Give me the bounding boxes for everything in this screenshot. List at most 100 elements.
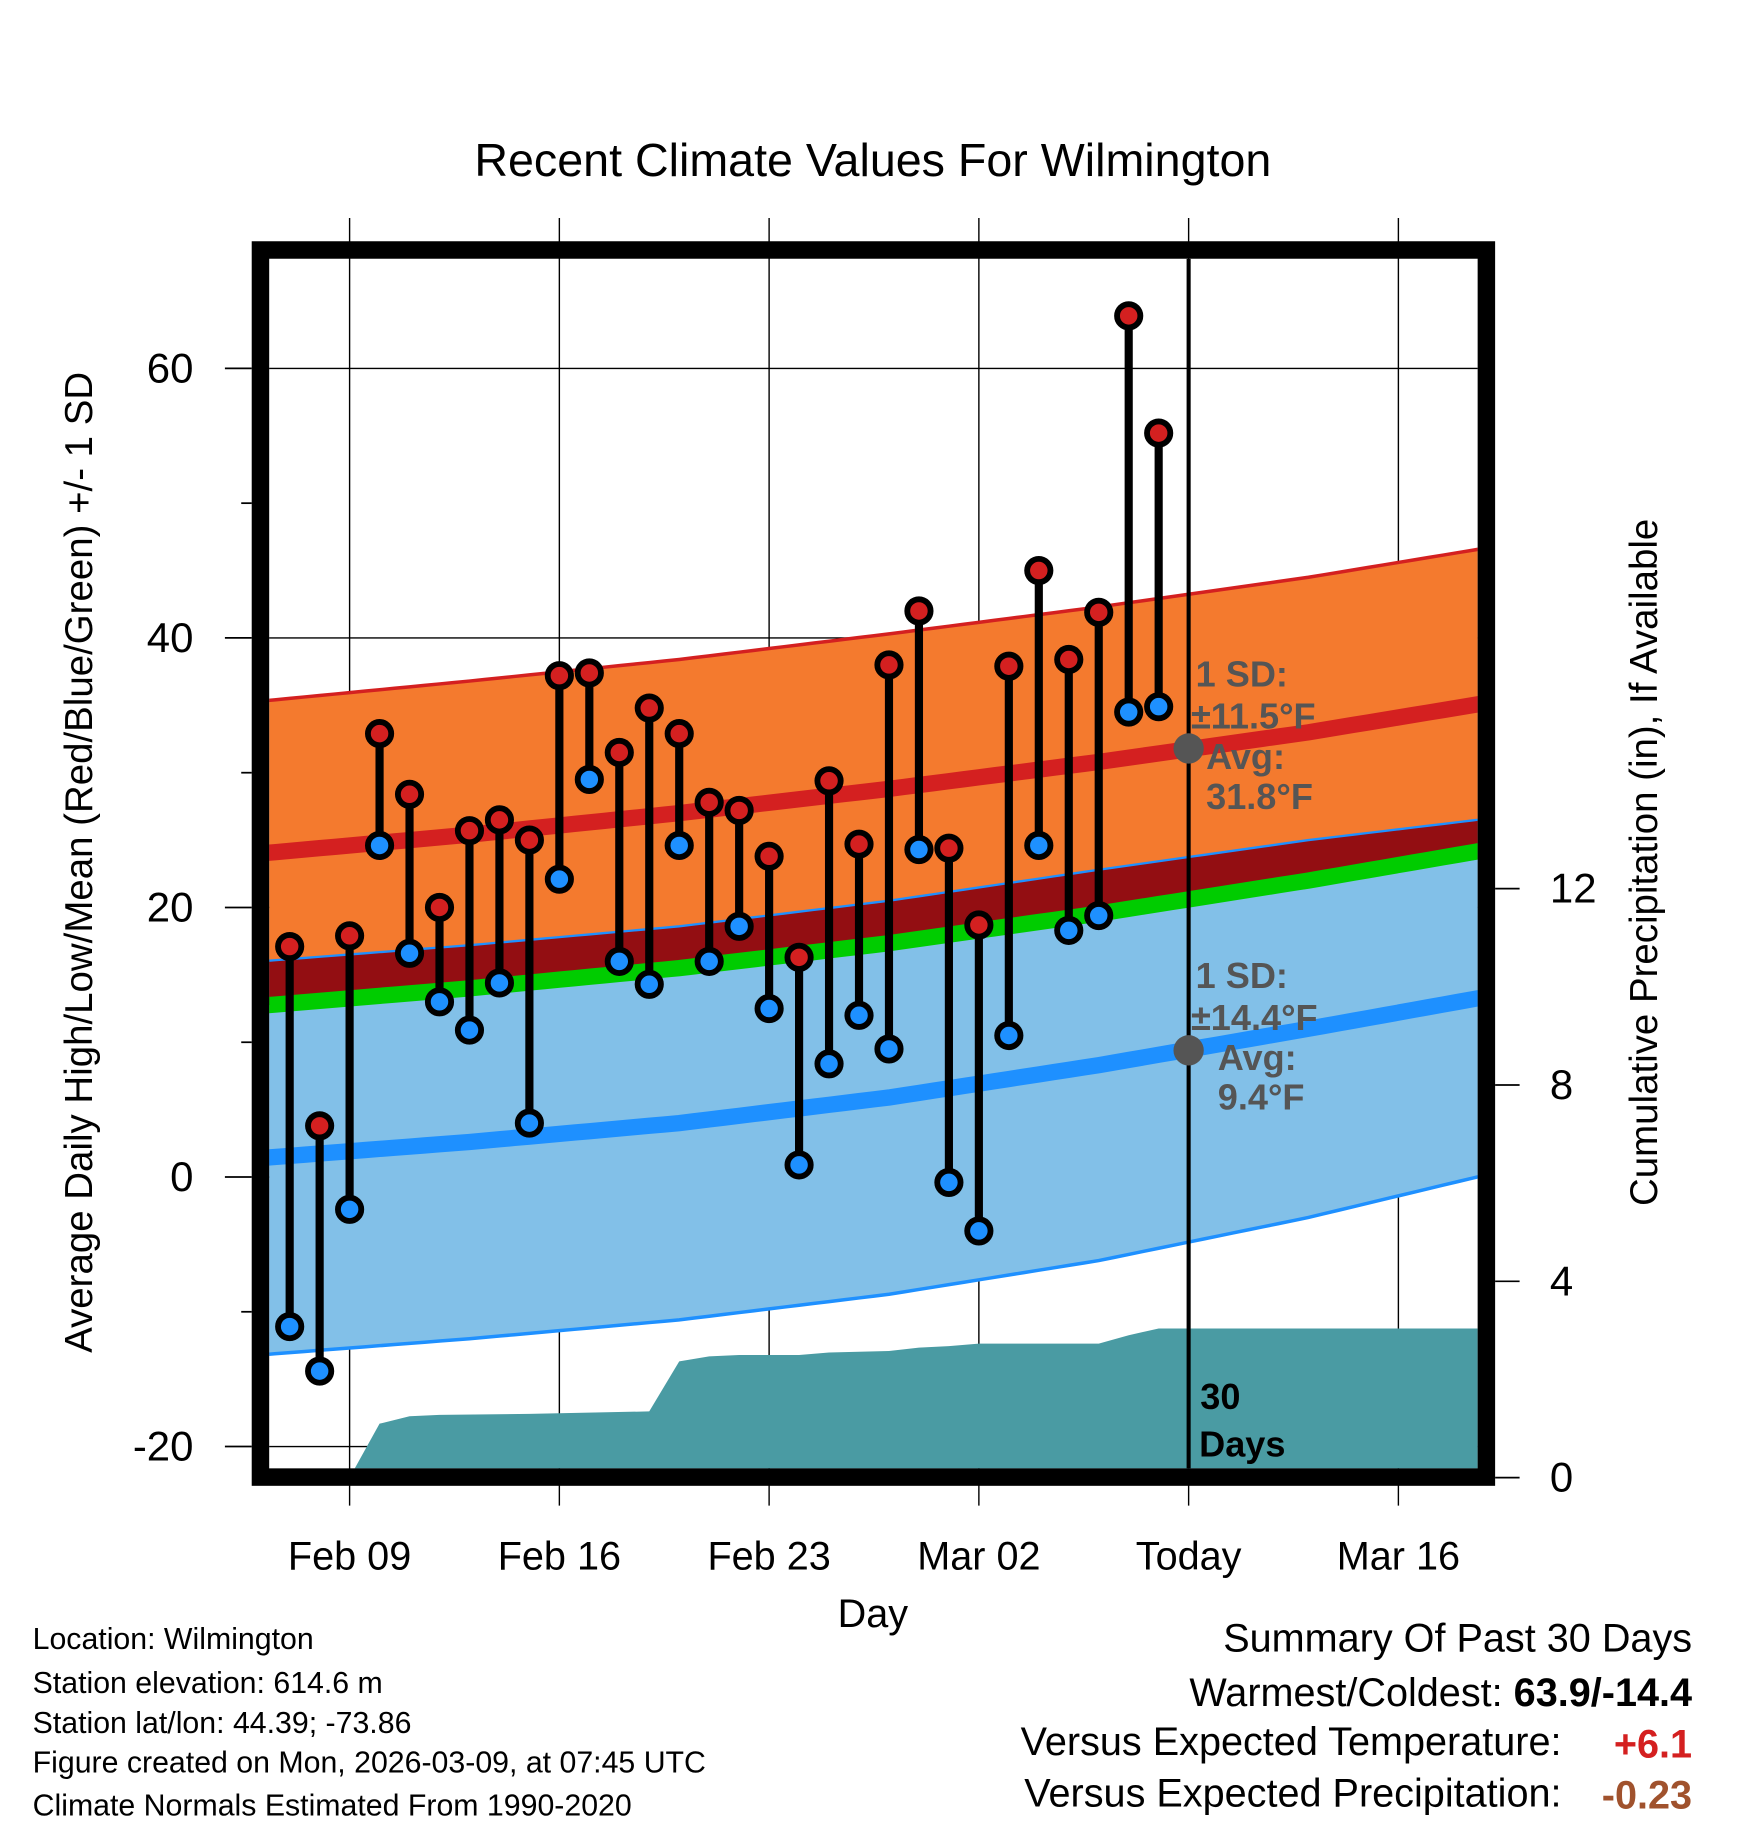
daily-low-point: [394, 938, 425, 968]
normal-low-line: [269, 990, 1478, 1166]
daily-low-point: [364, 830, 395, 861]
daily-high-point: [1024, 555, 1054, 586]
plot-area: [269, 258, 1478, 1469]
y2-axis-label: Cumulative Precipitation (in), If Availa…: [1623, 519, 1666, 1206]
high-annotation: 1 SD: ±11.5°F Avg: 31.8°F: [1191, 653, 1316, 816]
daily-low-point: [694, 946, 724, 976]
temp-label: Versus Expected Temperature:: [1021, 1720, 1562, 1764]
y-tick-label: 60: [147, 344, 194, 391]
daily-high-point: [814, 766, 844, 796]
daily-low-point: [874, 1034, 904, 1064]
daily-high-point: [694, 787, 724, 817]
info-elevation: Station elevation: 614.6 m: [33, 1667, 383, 1700]
x-tick-label: Feb 09: [288, 1535, 411, 1579]
high-avg-dot: [1173, 733, 1204, 764]
warm-cold-label: Warmest/Coldest:: [1189, 1671, 1513, 1715]
daily-high-point: [335, 921, 365, 951]
daily-low-point: [1144, 692, 1174, 722]
plot-frame: [251, 241, 1496, 1486]
overlap-band: [269, 819, 1478, 1006]
daily-high-point: [664, 719, 694, 749]
daily-low-point: [844, 1000, 874, 1030]
daily-low-point: [335, 1194, 365, 1224]
daily-high-point: [634, 693, 664, 723]
info-location: Location: Wilmington: [33, 1623, 314, 1656]
daily-high-point: [424, 892, 455, 923]
info-latlon: Station lat/lon: 44.39; -73.86: [33, 1707, 412, 1740]
daily-high-point: [574, 658, 604, 688]
daily-low-point: [574, 764, 604, 795]
window-count: 30: [1200, 1376, 1240, 1417]
daily-low-point: [1024, 830, 1054, 861]
daily-high-point: [1114, 301, 1144, 331]
station-info: Location: Wilmington Station elevation: …: [33, 1623, 706, 1823]
daily-high-point: [934, 833, 964, 863]
info-created: Figure created on Mon, 2026-03-09, at 07…: [33, 1747, 706, 1780]
high-avg-label: Avg:: [1206, 736, 1285, 777]
daily-high-point: [275, 931, 305, 962]
daily-high-point: [1084, 597, 1114, 627]
low-avg-dot: [1173, 1035, 1204, 1066]
y2-tick-label: 8: [1550, 1061, 1573, 1108]
daily-low-point: [814, 1049, 844, 1079]
daily-low-point: [754, 993, 784, 1024]
high-avg-value: 31.8°F: [1206, 776, 1313, 817]
low-avg-label: Avg:: [1218, 1037, 1297, 1078]
daily-low-point: [724, 911, 754, 941]
low-lower-line: [269, 1175, 1478, 1356]
x-tick-label: Mar 02: [917, 1535, 1040, 1579]
low-annotation: 1 SD: ±14.4°F Avg: 9.4°F: [1191, 955, 1318, 1117]
daily-low-point: [484, 968, 514, 998]
x-tick-label: Feb 23: [707, 1535, 830, 1579]
y-tick-label: 40: [147, 614, 194, 661]
warm-cold-value: 63.9/-14.4: [1514, 1671, 1692, 1715]
x-tick-label: Today: [1136, 1535, 1242, 1579]
low-upper-line: [269, 818, 1478, 962]
x-tick-label: Mar 16: [1337, 1535, 1460, 1579]
daily-high-point: [544, 661, 574, 691]
daily-low-point: [784, 1150, 814, 1180]
daily-low-point: [1054, 915, 1084, 945]
low-avg-value: 9.4°F: [1218, 1076, 1305, 1117]
y-axis-label: Average Daily High/Low/Mean (Red/Blue/Gr…: [58, 372, 101, 1353]
high-sd-label: 1 SD:: [1196, 653, 1288, 694]
low-sd-value: ±14.4°F: [1191, 997, 1318, 1038]
daily-high-point: [754, 841, 784, 871]
x-axis-label: Day: [838, 1592, 909, 1636]
daily-high-point: [364, 719, 395, 749]
daily-high-point: [484, 805, 514, 835]
daily-low-point: [424, 987, 455, 1017]
summary: Summary Of Past 30 Days Warmest/Coldest:…: [1021, 1616, 1692, 1817]
daily-high-point: [305, 1111, 335, 1141]
daily-low-point: [934, 1167, 964, 1197]
y2-tick-label: 4: [1550, 1257, 1573, 1304]
window-unit: Days: [1199, 1424, 1285, 1465]
daily-high-point: [904, 596, 934, 626]
summary-title: Summary Of Past 30 Days: [1223, 1616, 1692, 1660]
daily-low-point: [664, 830, 694, 861]
y-tick-label: 0: [170, 1153, 193, 1200]
daily-low-point: [275, 1312, 305, 1342]
daily-low-point: [514, 1108, 544, 1138]
daily-low-point: [604, 946, 634, 976]
daily-high-point: [604, 737, 634, 768]
y-tick-label: -20: [133, 1423, 194, 1470]
daily-low-point: [1084, 900, 1114, 931]
daily-high-point: [874, 650, 904, 680]
summary-warm-cold: Warmest/Coldest: 63.9/-14.4: [1189, 1671, 1692, 1715]
daily-high-point: [514, 825, 544, 855]
axes: Feb 09 Feb 16 Feb 23 Mar 02 Today Mar 1660402…: [133, 344, 1597, 1578]
daily-high-point: [454, 816, 485, 846]
daily-low-point: [964, 1216, 994, 1246]
daily-low-point: [904, 834, 934, 865]
y-tick-label: 20: [147, 883, 194, 930]
precip-value: -0.23: [1602, 1774, 1692, 1818]
daily-high-point: [1144, 418, 1174, 448]
daily-high-point: [1054, 644, 1084, 675]
high-sd-value: ±11.5°F: [1191, 695, 1316, 736]
daily-high-point: [784, 942, 814, 972]
chart-title: Recent Climate Values For Wilmington: [474, 134, 1271, 186]
daily-high-point: [724, 795, 754, 826]
daily-high-point: [964, 910, 994, 940]
